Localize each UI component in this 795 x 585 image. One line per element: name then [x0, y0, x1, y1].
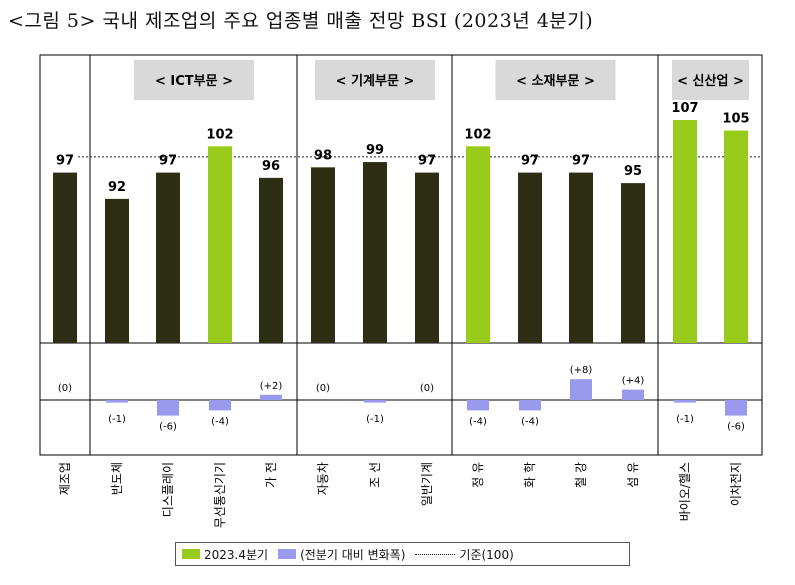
category-label-0: 제조업	[58, 462, 72, 495]
change-bar-2	[157, 400, 179, 416]
segment-box-2	[495, 60, 616, 100]
category-label-11: 섬 유	[626, 462, 640, 488]
legend-item-change: (전분기 대비 변화폭)	[278, 546, 405, 563]
bar-3	[208, 146, 232, 343]
change-label-0: (0)	[58, 383, 72, 394]
category-label-10: 철 강	[574, 462, 588, 488]
change-bar-9	[519, 400, 541, 411]
bar-5	[311, 167, 335, 343]
change-bar-11	[622, 389, 644, 400]
legend-item-reference: 기준(100)	[415, 546, 514, 563]
change-bar-1	[106, 400, 128, 403]
change-label-4: (+2)	[260, 381, 283, 392]
category-label-7: 일반기계	[420, 462, 434, 506]
value-label-5: 98	[314, 148, 332, 163]
category-label-6: 조 선	[368, 462, 382, 488]
change-bar-3	[209, 400, 231, 411]
segment-label-1: < 기계부문 >	[336, 74, 415, 89]
change-bar-4	[260, 394, 282, 400]
bar-11	[621, 183, 645, 343]
legend: 2023.4분기 (전분기 대비 변화폭) 기준(100)	[175, 542, 630, 566]
value-label-7: 97	[418, 154, 436, 169]
segment-label-0: < ICT부문 >	[155, 74, 233, 89]
value-label-13: 105	[722, 112, 749, 127]
bar-10	[569, 172, 593, 343]
category-label-12: 바이오/헬스	[678, 462, 692, 521]
category-label-5: 자동차	[316, 462, 330, 495]
segment-box-1	[315, 60, 435, 100]
change-bar-6	[364, 400, 386, 403]
bar-0	[53, 172, 77, 343]
change-label-8: (-4)	[469, 416, 487, 427]
value-label-4: 96	[262, 159, 280, 174]
change-label-10: (+8)	[570, 365, 593, 376]
category-label-13: 이차전지	[729, 462, 743, 506]
change-label-1: (-1)	[108, 414, 126, 425]
category-label-9: 화 학	[523, 462, 537, 488]
bar-8	[466, 146, 490, 343]
change-label-13: (-6)	[727, 422, 745, 433]
category-label-1: 반도체	[110, 462, 124, 495]
change-bar-8	[467, 400, 489, 411]
change-label-11: (+4)	[622, 376, 645, 387]
value-label-3: 102	[206, 127, 233, 142]
legend-reference-line	[415, 553, 456, 555]
bar-12	[673, 120, 697, 343]
bar-9	[518, 172, 542, 343]
change-bar-10	[570, 379, 592, 400]
bar-1	[105, 198, 129, 343]
legend-swatch-change	[278, 549, 297, 559]
change-label-9: (-4)	[521, 416, 539, 427]
value-label-12: 107	[671, 101, 698, 116]
change-label-3: (-4)	[211, 416, 229, 427]
legend-label-current: 2023.4분기	[204, 547, 269, 562]
change-bar-13	[725, 400, 747, 416]
value-label-9: 97	[521, 154, 539, 169]
value-label-1: 92	[108, 180, 126, 195]
value-label-0: 97	[56, 154, 74, 169]
bar-7	[415, 172, 439, 343]
plot-frame	[39, 54, 763, 456]
value-label-11: 95	[624, 164, 642, 179]
change-label-6: (-1)	[366, 414, 384, 425]
segment-label-3: < 신산업 >	[677, 73, 744, 89]
bar-6	[363, 162, 387, 343]
segment-label-2: < 소재부문 >	[516, 74, 595, 89]
change-label-2: (-6)	[159, 422, 177, 433]
legend-swatch-current	[182, 549, 200, 559]
category-label-2: 디스플레이	[161, 462, 175, 517]
legend-label-change: (전분기 대비 변화폭)	[300, 547, 406, 562]
change-label-12: (-1)	[676, 414, 694, 425]
legend-label-reference: 기준(100)	[459, 547, 514, 562]
category-label-4: 가 전	[264, 462, 278, 488]
value-label-10: 97	[572, 154, 590, 169]
value-label-6: 99	[366, 143, 384, 158]
value-label-2: 97	[159, 154, 177, 169]
change-bar-12	[674, 400, 696, 403]
bar-13	[724, 130, 748, 343]
segment-box-0	[134, 60, 254, 100]
bar-4	[259, 177, 283, 343]
category-label-3: 무선통신기기	[213, 462, 227, 528]
chart-title: <그림 5> 국내 제조업의 주요 업종별 매출 전망 BSI (2023년 4…	[8, 10, 594, 32]
bsi-chart: < ICT부문 > < 기계부문 > < 소재부문 > < 신산업 > 97 92 97 10…	[39, 54, 763, 528]
legend-item-current: 2023.4분기	[182, 546, 268, 563]
segment-box-3	[672, 60, 749, 100]
change-label-7: (0)	[420, 383, 434, 394]
bar-2	[156, 172, 180, 343]
value-label-8: 102	[464, 127, 491, 142]
category-label-8: 정 유	[471, 462, 485, 488]
change-label-5: (0)	[316, 383, 330, 394]
